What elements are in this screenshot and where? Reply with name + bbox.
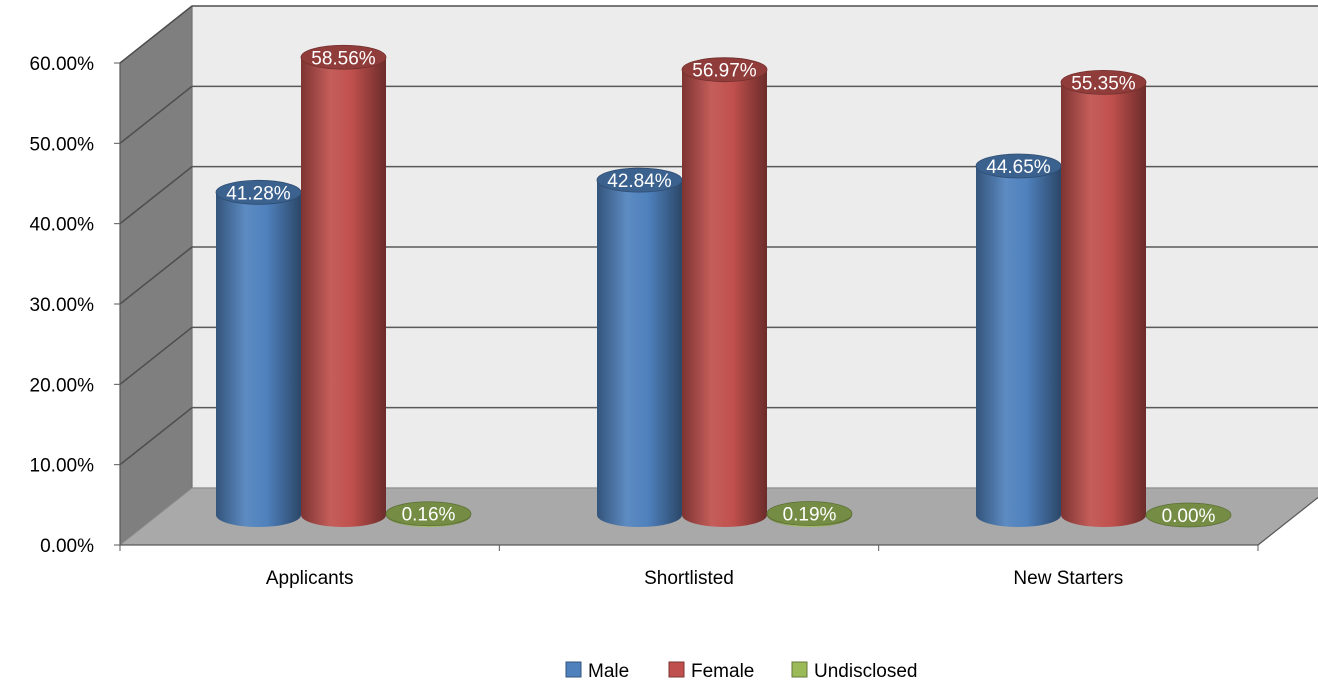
y-tick-label: 30.00% [30, 295, 95, 316]
gridline-side [119, 246, 193, 305]
bar-top [385, 501, 472, 527]
legend-item-male: Male [565, 661, 629, 682]
bar-body [216, 192, 301, 527]
legend: Male Female Undisclosed [565, 661, 918, 682]
y-tick-label: 50.00% [30, 134, 95, 155]
gridline-side [119, 166, 193, 225]
bar-male [975, 153, 1062, 527]
bar-female [300, 44, 387, 527]
data-label: 58.56% [311, 48, 376, 69]
x-tick-label: Shortlisted [644, 568, 734, 589]
bar-male [596, 167, 683, 527]
bar-top [1145, 502, 1232, 528]
bar-top [1060, 69, 1147, 95]
data-label: 41.28% [226, 183, 291, 204]
bar-top [766, 501, 853, 526]
bar-body [682, 69, 767, 527]
bar-undisclosed [766, 501, 853, 527]
data-label: 56.97% [692, 61, 757, 82]
data-labels: 41.28% 58.56% 0.16% 42.84% 56.97% 0.19% 44.65%… [226, 48, 1215, 527]
y-tick-label: 0.00% [40, 536, 94, 557]
data-label: 42.84% [607, 171, 672, 192]
bars [215, 44, 1232, 528]
floor-edge [1257, 496, 1318, 546]
axes: 0.00% 10.00% 20.00% 30.00% 40.00% 50.00% 60.00… [30, 54, 1318, 589]
bar-top [300, 44, 387, 70]
legend-label: Male [588, 661, 629, 682]
data-label: 0.00% [1162, 506, 1216, 527]
bar-undisclosed [385, 501, 472, 527]
legend-label: Undisclosed [814, 661, 918, 682]
bar-body [976, 165, 1061, 527]
gridline-side [119, 407, 193, 466]
legend-label: Female [691, 661, 754, 682]
legend-swatch [668, 661, 685, 678]
bar-top [681, 57, 768, 83]
gridline-side [119, 326, 193, 385]
bar-body [301, 57, 386, 527]
gridline-side [119, 85, 193, 144]
bar-female [1060, 69, 1147, 527]
legend-item-female: Female [668, 661, 754, 682]
legend-swatch [565, 661, 582, 678]
x-tick-label: Applicants [266, 568, 354, 589]
data-label: 44.65% [986, 157, 1051, 178]
bar-undisclosed [1145, 502, 1232, 528]
legend-swatch [791, 661, 808, 678]
y-tick-label: 20.00% [30, 375, 95, 396]
data-label: 55.35% [1071, 73, 1136, 94]
bar-body [597, 180, 682, 527]
bar-body [1061, 82, 1146, 527]
y-tick-label: 10.00% [30, 456, 95, 477]
bar-female [681, 57, 768, 527]
bar-male [215, 179, 302, 527]
legend-item-undisclosed: Undisclosed [791, 661, 918, 682]
x-tick-label: New Starters [1013, 568, 1123, 589]
data-label: 0.19% [783, 505, 837, 526]
data-label: 0.16% [402, 505, 456, 526]
gridline-side [119, 5, 193, 64]
y-tick-label: 40.00% [30, 215, 95, 236]
y-tick-label: 60.00% [30, 54, 95, 75]
